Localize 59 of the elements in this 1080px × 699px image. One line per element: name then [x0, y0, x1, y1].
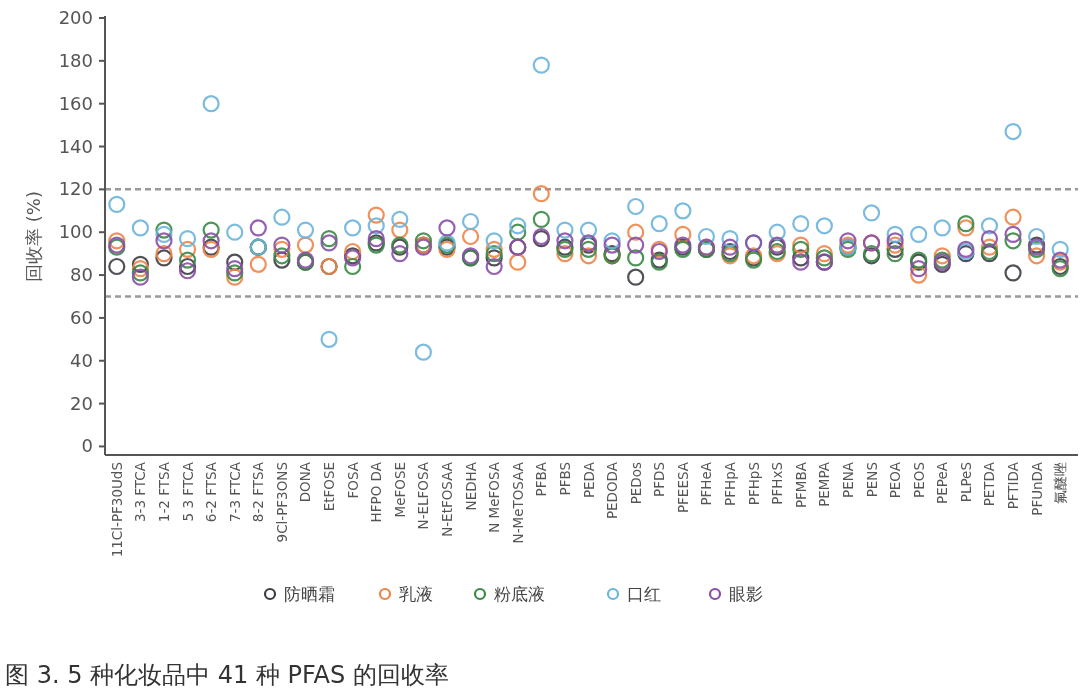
y-tick-label: 160 — [58, 92, 93, 114]
x-tick-label: MeFOSE — [391, 462, 408, 518]
legend-label: 粉底液 — [494, 584, 545, 604]
x-tick-label: PFTIDA — [1005, 461, 1022, 510]
x-tick-label: PFBS — [556, 462, 573, 496]
y-tick-label: 200 — [58, 7, 93, 28]
x-tick-label: 9Cl-PF3ONS — [273, 462, 290, 543]
x-tick-label: N-MeTOSAA — [509, 461, 526, 544]
x-tick-label: PEMPA — [816, 461, 833, 507]
legend-label: 乳液 — [399, 584, 433, 604]
y-axis-title: 回收率 (%) — [23, 191, 44, 282]
y-tick-label: 0 — [81, 435, 93, 457]
y-tick-label: 140 — [58, 135, 93, 157]
x-tick-label: PEPeA — [934, 461, 951, 504]
x-tick-label: N-ELFOSA — [415, 461, 432, 530]
x-tick-label: PEOS — [910, 462, 927, 498]
x-tick-label: PEDA — [580, 461, 597, 499]
x-tick-label: PFHpS — [745, 462, 762, 506]
y-tick-label: 40 — [70, 349, 93, 371]
y-tick-label: 120 — [58, 178, 93, 200]
x-tick-label: 3-3 FTCA — [132, 461, 149, 522]
x-tick-label: 氟醚唑 — [1052, 462, 1069, 504]
x-tick-label: 8-2 FTSA — [250, 461, 267, 523]
x-tick-label: 6-2 FTSA — [203, 461, 220, 523]
x-tick-label: PFBA — [533, 461, 550, 497]
y-tick-label: 20 — [70, 392, 93, 414]
x-tick-label: PFHpA — [722, 461, 739, 506]
y-tick-label: 60 — [70, 306, 93, 328]
legend-label: 眼影 — [729, 584, 763, 604]
x-tick-label: 7-3 FTCA — [226, 461, 243, 522]
x-tick-label: PENA — [839, 461, 856, 499]
x-tick-label: PEDos — [627, 462, 644, 505]
x-tick-label: PETDA — [981, 461, 998, 507]
x-tick-label: 5 3 FTCA — [179, 461, 196, 522]
y-tick-label: 180 — [58, 49, 93, 71]
x-tick-label: PFEESA — [674, 461, 691, 514]
x-tick-label: PFHxS — [769, 462, 786, 505]
x-tick-label: PEDODA — [604, 461, 621, 520]
x-tick-label: PFMBA — [792, 461, 809, 509]
x-tick-label: PENS — [863, 462, 880, 498]
x-tick-label: PFHeA — [698, 461, 715, 506]
legend-label: 口红 — [627, 584, 661, 604]
x-tick-label: PFDS — [651, 462, 668, 497]
legend-label: 防晒霜 — [284, 584, 335, 604]
x-tick-label: HFPO DA — [368, 461, 385, 523]
x-tick-label: PFUnDA — [1028, 461, 1045, 516]
x-tick-label: PEOA — [887, 461, 904, 499]
x-tick-label: EtFOSE — [321, 462, 338, 512]
x-tick-label: FOSA — [344, 461, 361, 499]
y-tick-label: 80 — [70, 264, 93, 286]
x-tick-label: PLPeS — [957, 462, 974, 503]
x-tick-label: N-EtFOSAA — [438, 461, 455, 537]
x-tick-label: DONA — [297, 461, 314, 503]
x-tick-label: 1-2 FTSA — [155, 461, 172, 523]
x-tick-label: N MeFOSA — [486, 461, 503, 533]
text: 图 3. 5 种化妆品中 41 种 PFAS 的回收率 — [5, 661, 449, 689]
y-tick-label: 100 — [58, 221, 93, 243]
x-tick-label: 11Cl-PF30UdS — [108, 462, 125, 558]
x-tick-label: NEDHA — [462, 461, 479, 511]
